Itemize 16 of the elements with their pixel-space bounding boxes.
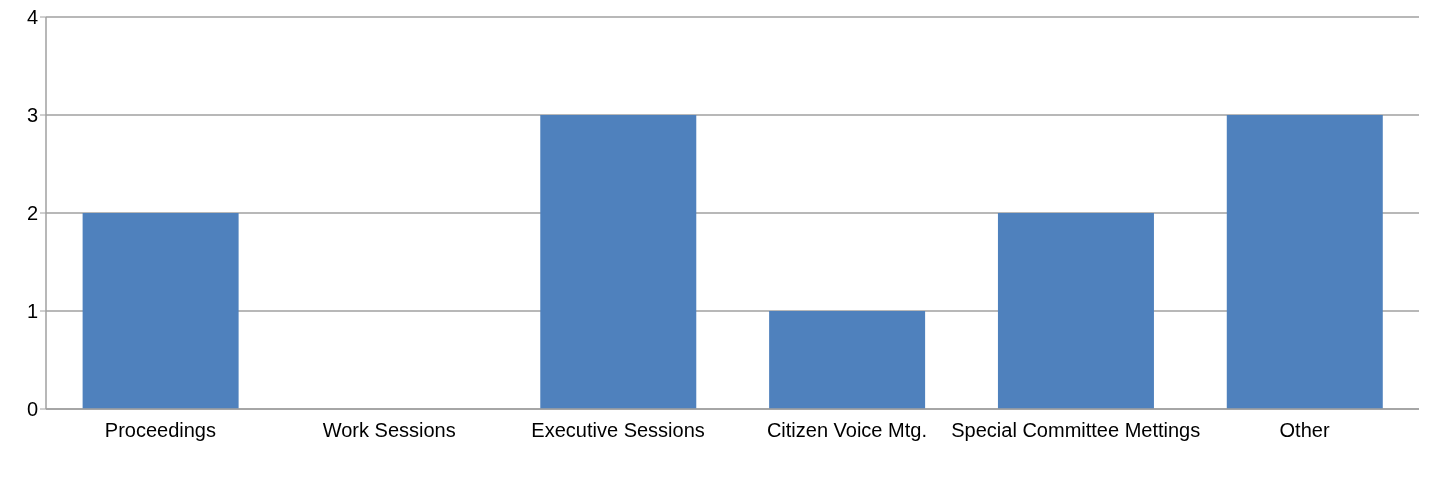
y-tick-label: 4 xyxy=(26,6,38,29)
bar xyxy=(1226,115,1383,409)
x-tick-label: Executive Sessions xyxy=(531,419,705,442)
bar xyxy=(540,115,697,409)
y-tick-label: 1 xyxy=(26,300,38,323)
y-tick-label: 3 xyxy=(26,104,38,127)
x-tick-label: Citizen Voice Mtg. xyxy=(766,419,927,442)
x-tick-label: Special Committee Mettings xyxy=(951,419,1201,442)
x-tick-label: Other xyxy=(1279,419,1330,442)
y-tick-label: 0 xyxy=(26,398,38,421)
bar xyxy=(769,311,926,409)
bar xyxy=(82,213,239,409)
x-tick-label: Proceedings xyxy=(104,419,217,442)
x-tick-label: Work Sessions xyxy=(322,419,456,442)
y-tick-label: 2 xyxy=(26,202,38,225)
bar xyxy=(997,213,1154,409)
